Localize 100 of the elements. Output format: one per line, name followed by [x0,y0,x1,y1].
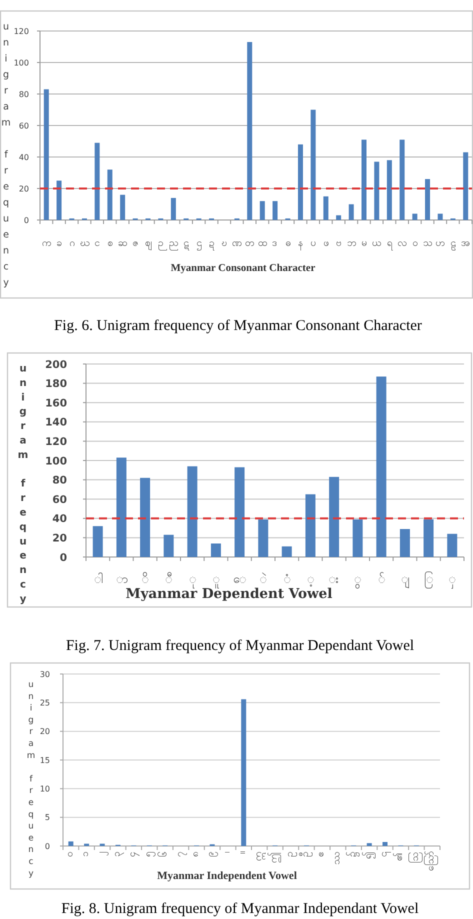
x-tick-label: ယ [372,238,382,249]
y-tick-label: 100 [14,58,29,68]
y-tick-label: 25 [40,698,50,708]
y-tick-label: 140 [45,416,67,429]
bar [374,162,380,220]
y-tick-label: 60 [18,121,29,130]
x-tick-label: ၍ [362,852,375,859]
x-tick-label: ့ [306,572,314,587]
x-tick-label: ဓ [285,238,290,249]
x-tick-label: ဈ [145,238,151,251]
x-tick-label: ဝ [412,238,418,249]
bar [400,529,410,557]
y-tick-label: 10 [40,784,50,794]
x-tick-label: ၊ [221,852,232,853]
bar [438,214,443,220]
bar [56,180,62,220]
x-tick-label: န [298,238,303,251]
bar [412,214,418,220]
bar [447,534,458,557]
x-tick-label: ဇ [132,238,138,249]
x-tick-label: ံ [283,572,290,586]
bar [92,526,103,557]
bar [362,140,366,220]
x-tick-label: ၌ [347,852,360,857]
x-tick-label: ၀ [64,852,76,857]
x-tick-label: သ [423,238,432,249]
bar [336,215,342,220]
x-tick-label: ၉ [206,852,218,857]
text: unigram frequency [18,364,28,605]
y-tick-label: 80 [18,90,29,99]
x-tick-label: ဃ [80,238,89,249]
x-tick-label: ေ [233,572,246,586]
x-tick-label: စ [107,238,112,249]
bar [329,476,340,557]
bar [298,144,303,220]
bar [463,152,468,220]
y-tick-label: 60 [52,494,67,506]
x-tick-label: ၃ [111,852,124,857]
bar [234,467,245,557]
y-tick-label: 120 [14,26,29,36]
bar [376,376,386,557]
x-axis-title: Myanmar Dependent Vowel [126,586,332,602]
bar [94,142,100,220]
y-tick-label: 40 [52,513,67,526]
x-tick-label: ဧ [316,852,327,857]
y-tick-label: 100 [45,455,67,468]
y-tick-label: 20 [52,532,67,544]
bar [247,42,252,220]
x-tick-label: ၁ [80,852,92,857]
y-tick-label: 40 [18,152,29,162]
bar [120,194,126,220]
bar [164,534,174,557]
x-tick-label: ဋ [184,238,190,251]
x-tick-label: ဎ [222,238,227,249]
x-tick-label: ၇ [174,852,186,857]
x-tick-label: မ [362,238,366,249]
x-tick-label: င [94,238,100,249]
x-tick-label: ၎ [378,852,391,857]
x-tick-label: ဠ [450,238,456,251]
x-tick-label: ီ [165,571,172,586]
bar [386,160,392,220]
text: unigram frequency [1,21,11,288]
y-tick-label: 20 [40,727,50,736]
x-tick-label: ု [188,572,196,589]
x-tick-label: ူ [212,572,220,589]
bar [107,170,112,220]
y-tick-label: 15 [40,756,50,765]
x-tick-label: ဤ [268,852,281,863]
bar [260,201,265,220]
y-tick-label: 120 [45,436,67,448]
x-tick-label: ဩ [408,852,422,863]
x-tick-label: ဣ [252,852,265,861]
x-tick-label: ဿ [331,852,342,865]
y-tick-label: 0 [60,552,67,564]
y-tick-label: 5 [44,813,50,822]
x-tick-label: ွ [354,572,362,589]
x-tick-label: တ [245,238,254,249]
bar [272,201,278,220]
x-tick-label: ဉ [158,238,168,251]
bar [140,478,150,557]
bar [241,699,246,846]
x-tick-label: ရ [386,238,393,251]
x-tick-label: ဖ [323,238,328,249]
bar [366,843,372,846]
bar [424,519,434,557]
bar [44,89,49,220]
x-tick-label: ဒ [272,238,278,249]
y-tick-label: 160 [45,397,67,410]
x-tick-label: ၆ [158,852,170,857]
bar [170,198,176,220]
x-tick-label: အ [461,238,470,249]
x-tick-label: ာ [116,572,127,586]
x-tick-label: း [328,572,340,586]
text: Fig. 6. Unigram frequency of Myanmar Consonant Character [54,318,422,334]
bar [210,543,221,557]
x-tick-label: ဦ [300,852,312,857]
x-tick-label: ဏ [232,238,242,249]
x-tick-label: ဗ [336,238,342,249]
bar [68,841,74,846]
x-tick-label: ဘ [346,238,356,249]
